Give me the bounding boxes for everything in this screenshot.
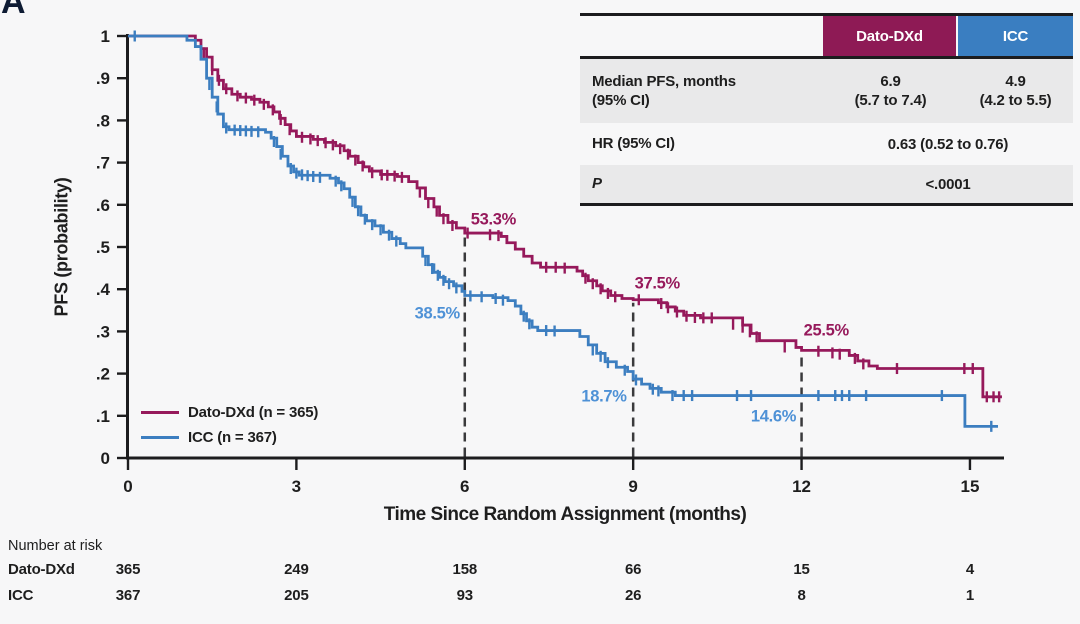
risk-count-ICC: 367 xyxy=(115,587,141,604)
x-tick-label: 6 xyxy=(460,477,469,496)
milestone-label-14.6%: 14.6% xyxy=(750,407,797,426)
hazard-ratio-value: 0.63 (0.52 to 0.76) xyxy=(887,135,1009,153)
x-tick-label: 15 xyxy=(960,477,979,496)
risk-count-Dato-DXd: 249 xyxy=(284,561,309,578)
legend-item-icc: ICC (n = 367) xyxy=(141,425,318,450)
milestone-label-25.5%: 25.5% xyxy=(803,321,850,340)
panel-label: A xyxy=(1,0,26,21)
risk-count-ICC: 8 xyxy=(797,587,806,604)
y-tick-label: .9 xyxy=(96,69,110,88)
y-tick-label: .1 xyxy=(96,407,110,426)
x-tick-label: 9 xyxy=(628,477,637,496)
km-curve-Dato-DXd xyxy=(128,34,1002,399)
hazard-ratio-label: HR (95% CI) xyxy=(592,135,675,153)
legend-item-dato: Dato-DXd (n = 365) xyxy=(141,400,318,425)
milestone-label-18.7%: 18.7% xyxy=(581,387,627,406)
x-tick-label: 3 xyxy=(292,477,301,496)
risk-count-Dato-DXd: 4 xyxy=(965,561,975,578)
y-axis-label: PFS (probability) xyxy=(51,177,72,317)
risk-count-Dato-DXd: 365 xyxy=(115,561,141,578)
icc-line-swatch xyxy=(141,436,179,439)
risk-count-ICC: 1 xyxy=(965,587,975,604)
median-pfs-row: Median PFS, months (95% CI) 6.9 (5.7 to … xyxy=(580,59,1073,123)
number-at-risk-title: Number at risk xyxy=(8,538,103,554)
p-value: <.0001 xyxy=(925,175,971,193)
y-tick-label: 0 xyxy=(101,449,110,468)
legend: Dato-DXd (n = 365) ICC (n = 367) xyxy=(141,400,318,450)
x-tick-label: 0 xyxy=(123,477,132,496)
risk-row-label-dato: Dato-DXd xyxy=(8,561,75,578)
milestone-label-38.5%: 38.5% xyxy=(414,304,461,323)
y-tick-label: .2 xyxy=(96,365,110,384)
x-tick-label: 12 xyxy=(792,477,811,496)
header-cell-dato: Dato-DXd xyxy=(823,16,958,56)
y-tick-label: .3 xyxy=(96,322,110,341)
hazard-ratio-row: HR (95% CI) 0.63 (0.52 to 0.76) xyxy=(580,123,1073,165)
x-axis-label: Time Since Random Assignment (months) xyxy=(383,504,747,525)
milestone-label-53.3%: 53.3% xyxy=(470,210,517,229)
median-pfs-dato-value: 6.9 (5.7 to 7.4) xyxy=(854,72,927,110)
risk-count-Dato-DXd: 15 xyxy=(793,561,810,578)
median-pfs-label: Median PFS, months (95% CI) xyxy=(592,72,736,110)
p-value-label: P xyxy=(592,175,602,193)
risk-count-Dato-DXd: 66 xyxy=(625,561,642,578)
risk-count-Dato-DXd: 158 xyxy=(452,561,478,578)
risk-count-ICC: 205 xyxy=(284,587,309,604)
header-cell-icc: ICC xyxy=(958,16,1073,56)
header-spacer-cell xyxy=(580,16,823,56)
y-tick-label: .6 xyxy=(96,196,110,215)
y-tick-label: .7 xyxy=(96,154,110,173)
km-curve-ICC xyxy=(128,34,999,428)
km-plot: 0 .1 .2 .3 .4 .5 .6 .7 .8 .9 1 0 3 6 9 12 15 xyxy=(96,27,1004,496)
results-table: Dato-DXd ICC Median PFS, months (95% CI)… xyxy=(580,13,1073,206)
y-tick-label: .4 xyxy=(96,280,111,299)
y-tick-label: 1 xyxy=(101,27,110,46)
legend-label-icc: ICC (n = 367) xyxy=(188,429,277,446)
risk-row-label-icc: ICC xyxy=(8,587,34,604)
risk-count-ICC: 93 xyxy=(456,587,474,604)
y-tick-label: .8 xyxy=(96,111,110,130)
results-table-header: Dato-DXd ICC xyxy=(580,16,1073,59)
milestone-label-37.5%: 37.5% xyxy=(634,274,681,293)
median-pfs-icc-value: 4.9 (4.2 to 5.5) xyxy=(979,72,1052,110)
y-tick-label: .5 xyxy=(96,238,110,257)
p-value-row: P <.0001 xyxy=(580,165,1073,203)
dato-line-swatch xyxy=(141,411,179,414)
risk-count-ICC: 26 xyxy=(625,587,642,604)
legend-label-dato: Dato-DXd (n = 365) xyxy=(188,404,319,421)
